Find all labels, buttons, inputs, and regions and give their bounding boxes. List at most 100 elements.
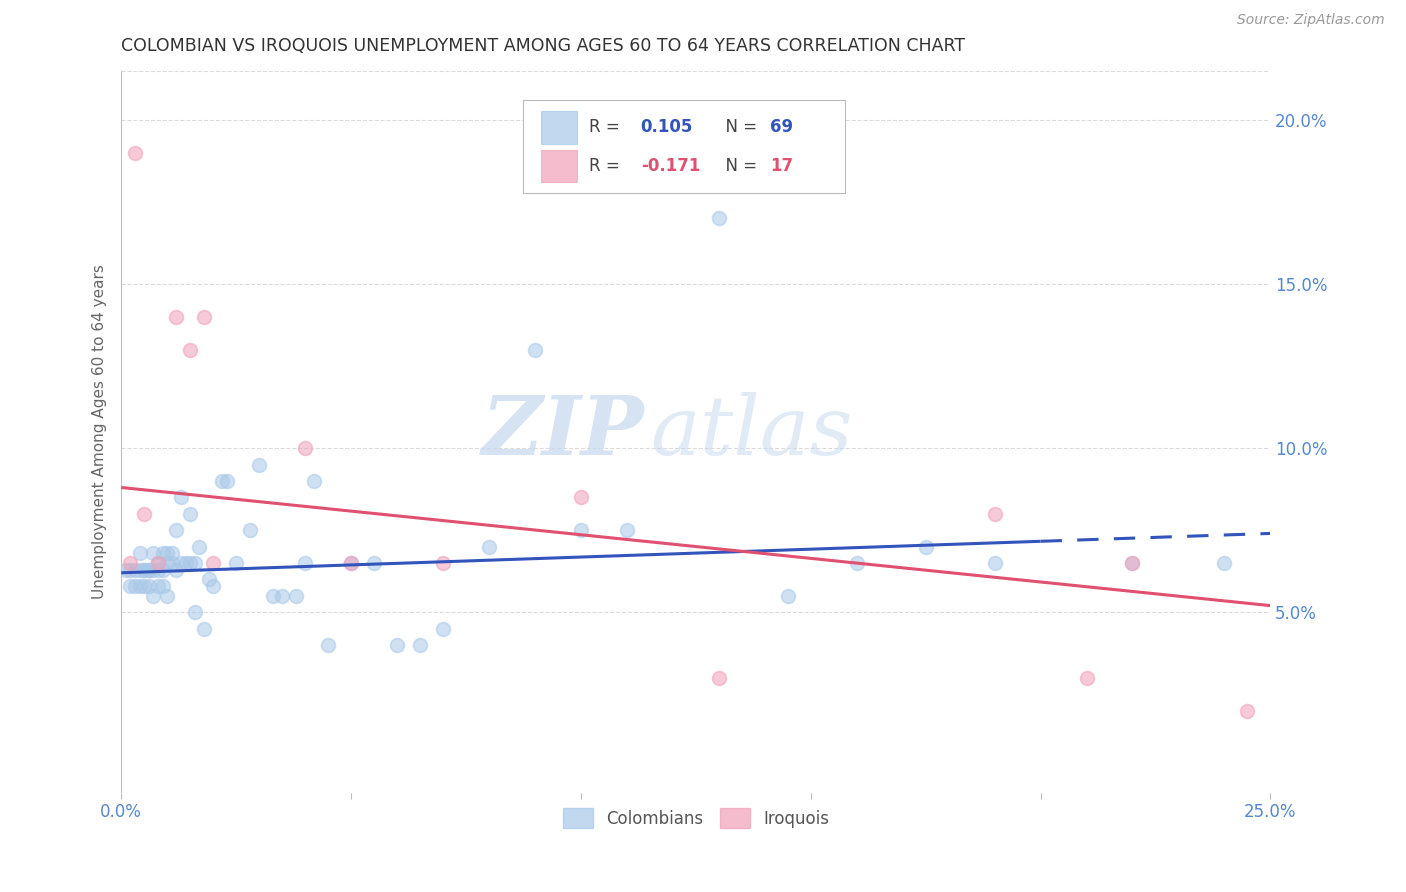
- Point: [160, 546, 183, 560]
- Point: [1121, 556, 1143, 570]
- Point: [179, 556, 201, 570]
- Point: [134, 507, 156, 521]
- Point: [152, 562, 174, 576]
- Point: [156, 589, 179, 603]
- Point: [707, 211, 730, 226]
- Point: [142, 589, 165, 603]
- Point: [134, 562, 156, 576]
- Point: [128, 579, 150, 593]
- Point: [165, 562, 187, 576]
- Point: [146, 556, 169, 570]
- Point: [165, 310, 187, 324]
- Point: [385, 638, 408, 652]
- Point: [294, 556, 316, 570]
- Point: [146, 579, 169, 593]
- Point: [432, 556, 454, 570]
- Point: [316, 638, 339, 652]
- Point: [146, 556, 169, 570]
- Point: [983, 507, 1005, 521]
- Point: [1236, 704, 1258, 718]
- Point: [134, 579, 156, 593]
- Point: [409, 638, 432, 652]
- Point: [239, 523, 262, 537]
- Point: [152, 579, 174, 593]
- FancyBboxPatch shape: [541, 150, 578, 182]
- Point: [340, 556, 363, 570]
- Point: [193, 310, 215, 324]
- Point: [294, 441, 316, 455]
- Point: [179, 343, 201, 357]
- Text: Source: ZipAtlas.com: Source: ZipAtlas.com: [1237, 13, 1385, 28]
- Text: 69: 69: [770, 119, 793, 136]
- Point: [170, 491, 193, 505]
- Point: [707, 671, 730, 685]
- Point: [616, 523, 638, 537]
- Point: [284, 589, 307, 603]
- Point: [914, 540, 936, 554]
- Point: [340, 556, 363, 570]
- Point: [569, 491, 592, 505]
- Text: R =: R =: [589, 119, 624, 136]
- Point: [432, 622, 454, 636]
- Point: [197, 573, 219, 587]
- Point: [1076, 671, 1098, 685]
- Point: [184, 605, 207, 619]
- Point: [184, 556, 207, 570]
- Point: [170, 556, 193, 570]
- Point: [523, 343, 546, 357]
- Text: 0.105: 0.105: [641, 119, 693, 136]
- Point: [271, 589, 294, 603]
- Point: [165, 523, 187, 537]
- Legend: Colombians, Iroquois: Colombians, Iroquois: [555, 801, 835, 835]
- Point: [478, 540, 501, 554]
- Point: [124, 562, 146, 576]
- Point: [156, 546, 179, 560]
- Point: [202, 579, 225, 593]
- Text: N =: N =: [716, 119, 762, 136]
- Point: [142, 562, 165, 576]
- Point: [262, 589, 284, 603]
- Point: [134, 562, 156, 576]
- Point: [776, 589, 799, 603]
- Text: COLOMBIAN VS IROQUOIS UNEMPLOYMENT AMONG AGES 60 TO 64 YEARS CORRELATION CHART: COLOMBIAN VS IROQUOIS UNEMPLOYMENT AMONG…: [121, 37, 966, 55]
- Point: [202, 556, 225, 570]
- Point: [174, 556, 197, 570]
- Point: [160, 556, 183, 570]
- Point: [120, 562, 142, 576]
- Point: [211, 474, 233, 488]
- Point: [193, 622, 215, 636]
- Text: ZIP: ZIP: [481, 392, 644, 472]
- Point: [120, 556, 142, 570]
- Point: [304, 474, 326, 488]
- Point: [142, 546, 165, 560]
- Point: [247, 458, 270, 472]
- Point: [1121, 556, 1143, 570]
- Text: atlas: atlas: [650, 392, 852, 472]
- Point: [138, 562, 160, 576]
- FancyBboxPatch shape: [541, 112, 578, 144]
- Text: -0.171: -0.171: [641, 157, 700, 175]
- Point: [138, 579, 160, 593]
- Point: [363, 556, 385, 570]
- Point: [983, 556, 1005, 570]
- Point: [128, 562, 150, 576]
- Text: 17: 17: [770, 157, 793, 175]
- Point: [124, 579, 146, 593]
- Text: R =: R =: [589, 157, 624, 175]
- Text: N =: N =: [716, 157, 762, 175]
- Point: [156, 556, 179, 570]
- FancyBboxPatch shape: [523, 100, 845, 194]
- Point: [569, 523, 592, 537]
- Point: [124, 145, 146, 160]
- Point: [120, 579, 142, 593]
- Point: [225, 556, 247, 570]
- Point: [138, 562, 160, 576]
- Point: [215, 474, 238, 488]
- Point: [146, 562, 169, 576]
- Point: [114, 562, 136, 576]
- Y-axis label: Unemployment Among Ages 60 to 64 years: Unemployment Among Ages 60 to 64 years: [93, 264, 107, 599]
- Point: [1213, 556, 1236, 570]
- Point: [128, 546, 150, 560]
- Point: [188, 540, 211, 554]
- Point: [845, 556, 868, 570]
